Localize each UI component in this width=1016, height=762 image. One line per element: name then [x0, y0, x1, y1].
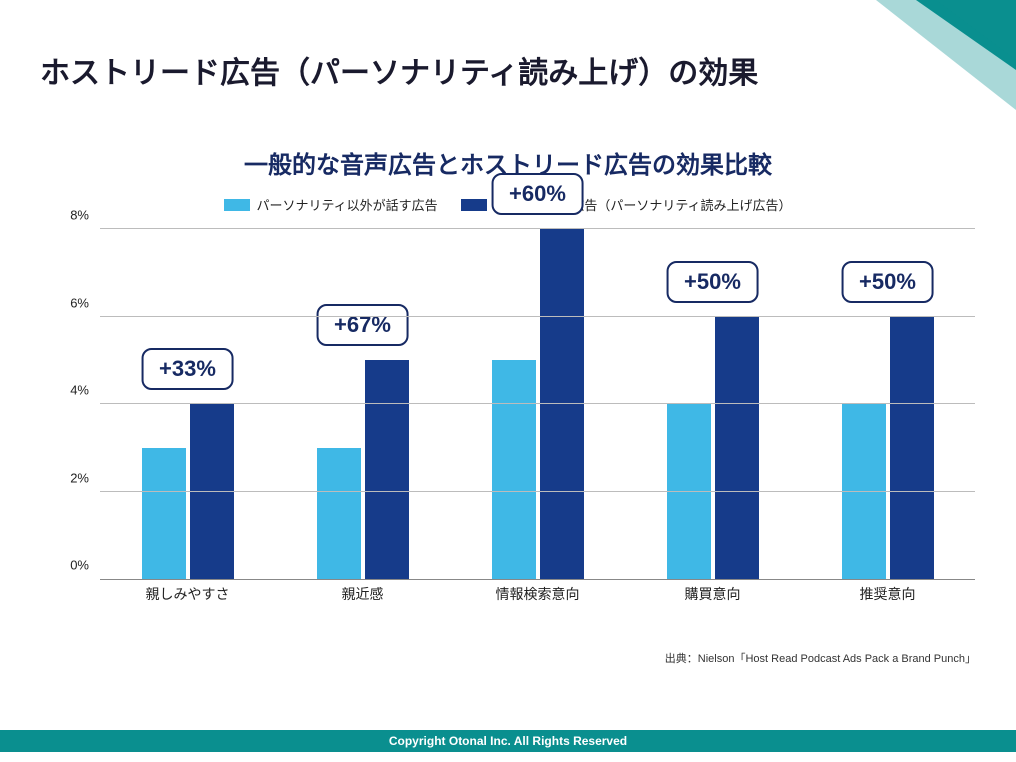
bar-series-a: [317, 448, 361, 579]
legend-item-a: パーソナリティ以外が話す広告: [224, 195, 437, 214]
y-tick-label: 2%: [70, 470, 89, 485]
y-tick-label: 0%: [70, 558, 89, 573]
bar-series-b: [715, 317, 759, 580]
value-callout: +60%: [491, 173, 584, 215]
x-axis: 親しみやすさ親近感情報検索意向購買意向推奨意向: [100, 580, 975, 604]
y-tick-label: 6%: [70, 295, 89, 310]
y-tick-label: 8%: [70, 208, 89, 223]
bar-groups: +33% +67% +60% +50% +50%: [100, 230, 975, 579]
chart-plot: +33% +67% +60% +50% +50%: [100, 230, 975, 580]
slide-title: ホストリード広告（パーソナリティ読み上げ）の効果: [40, 48, 896, 92]
bar-series-b: [190, 404, 234, 579]
bar-group: +60%: [450, 230, 625, 579]
source-citation: 出典：Nielson「Host Read Podcast Ads Pack a …: [665, 650, 976, 666]
gridline: [100, 316, 975, 317]
value-callout: +50%: [841, 261, 934, 303]
bar-series-a: [492, 360, 536, 579]
gridline: [100, 228, 975, 229]
value-callout: +33%: [141, 348, 234, 390]
value-callout: +50%: [666, 261, 759, 303]
bar-series-b: [365, 360, 409, 579]
bar-group: +50%: [625, 230, 800, 579]
x-axis-label: 親しみやすさ: [100, 580, 275, 604]
bar-series-b: [540, 229, 584, 579]
y-axis: 0%2%4%6%8%: [55, 230, 95, 600]
x-axis-label: 親近感: [275, 580, 450, 604]
x-axis-label: 推奨意向: [800, 580, 975, 604]
bar-series-b: [890, 317, 934, 580]
gridline: [100, 491, 975, 492]
gridline: [100, 403, 975, 404]
footer-text: Copyright Otonal Inc. All Rights Reserve…: [389, 734, 627, 748]
x-axis-label: 情報検索意向: [450, 580, 625, 604]
y-tick-label: 4%: [70, 383, 89, 398]
bar-series-a: [842, 404, 886, 579]
bar-group: +33%: [100, 230, 275, 579]
x-axis-label: 購買意向: [625, 580, 800, 604]
bar-series-a: [142, 448, 186, 579]
bar-series-a: [667, 404, 711, 579]
bar-group: +67%: [275, 230, 450, 579]
footer-bar: Copyright Otonal Inc. All Rights Reserve…: [0, 730, 1016, 752]
chart-area: 0%2%4%6%8% +33%+67%+60%+50%+50% 親しみやすさ親近…: [55, 230, 975, 600]
legend-swatch-a: [224, 199, 250, 211]
bar-group: +50%: [800, 230, 975, 579]
legend-swatch-b: [461, 199, 487, 211]
value-callout: +67%: [316, 304, 409, 346]
legend-label-a: パーソナリティ以外が話す広告: [256, 195, 437, 214]
